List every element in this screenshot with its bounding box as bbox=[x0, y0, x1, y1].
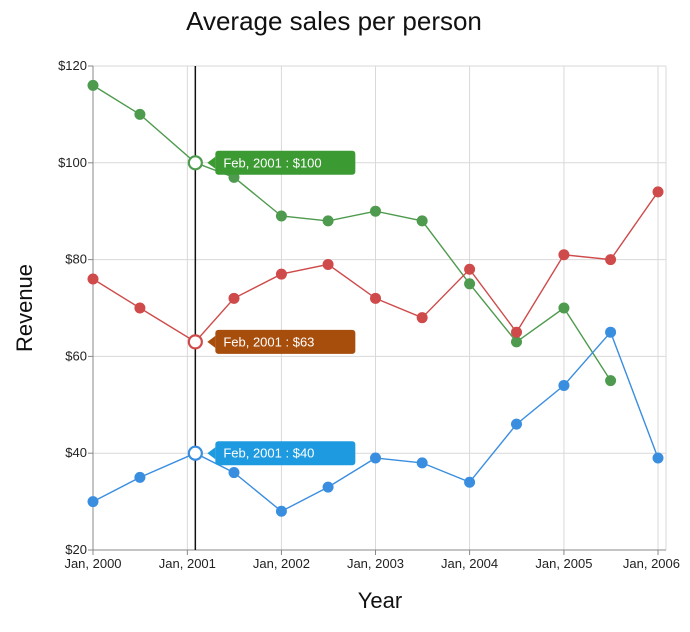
series-3-point[interactable] bbox=[605, 326, 617, 338]
tooltip-label: Feb, 2001 : $100 bbox=[223, 155, 321, 170]
series-2-point[interactable] bbox=[652, 186, 664, 198]
series-3-point[interactable] bbox=[228, 467, 240, 479]
highlight-marker[interactable] bbox=[187, 155, 203, 171]
y-tick-label: $40 bbox=[65, 445, 87, 460]
series-3-point[interactable] bbox=[464, 476, 476, 488]
tooltip-box bbox=[215, 150, 356, 175]
tooltip-box bbox=[215, 329, 356, 354]
series-1-line bbox=[92, 84, 612, 381]
highlight-marker[interactable] bbox=[187, 334, 203, 350]
series-2-point[interactable] bbox=[322, 258, 334, 270]
series-2-point[interactable] bbox=[558, 249, 570, 261]
series-3-point[interactable] bbox=[370, 452, 382, 464]
x-tick-label: Jan, 2004 bbox=[441, 556, 498, 571]
x-tick-label: Jan, 2002 bbox=[253, 556, 310, 571]
highlight-marker[interactable] bbox=[187, 445, 203, 461]
tooltip-pointer bbox=[207, 335, 216, 348]
series-3-point[interactable] bbox=[416, 457, 428, 469]
tooltip-label: Feb, 2001 : $40 bbox=[223, 446, 314, 461]
series-1-point[interactable] bbox=[605, 375, 617, 387]
series-1-point[interactable] bbox=[510, 336, 522, 348]
x-tick-label: Jan, 2006 bbox=[623, 556, 680, 571]
series-2-point[interactable] bbox=[510, 326, 522, 338]
tooltip: Feb, 2001 : $63 bbox=[207, 329, 356, 354]
series-1-point[interactable] bbox=[322, 215, 334, 227]
series-3-point[interactable] bbox=[322, 481, 334, 493]
tooltip: Feb, 2001 : $40 bbox=[207, 441, 356, 466]
series-3-point[interactable] bbox=[275, 505, 287, 517]
series-1-point[interactable] bbox=[416, 215, 428, 227]
series-3-point[interactable] bbox=[510, 418, 522, 430]
grid-layer bbox=[92, 65, 667, 551]
series-2-point[interactable] bbox=[416, 312, 428, 324]
x-tick-label: Jan, 2001 bbox=[159, 556, 216, 571]
tooltip-box bbox=[215, 441, 356, 466]
series-2-point[interactable] bbox=[464, 263, 476, 275]
chart-title: Average sales per person bbox=[186, 6, 482, 36]
series-2-point[interactable] bbox=[605, 254, 617, 266]
series-3-point[interactable] bbox=[558, 379, 570, 391]
series-1-point[interactable] bbox=[370, 205, 382, 217]
y-tick-label: $120 bbox=[58, 58, 87, 73]
x-tick-label: Jan, 2005 bbox=[535, 556, 592, 571]
y-tick-label: $100 bbox=[58, 155, 87, 170]
tooltip-pointer bbox=[207, 156, 216, 169]
tooltip-pointer bbox=[207, 447, 216, 460]
series-3-point[interactable] bbox=[87, 496, 99, 508]
series-1-point[interactable] bbox=[87, 79, 99, 91]
tooltip: Feb, 2001 : $100 bbox=[207, 150, 356, 175]
series-2-point[interactable] bbox=[370, 292, 382, 304]
crosshair-layer: Feb, 2001 : $100 Feb, 2001 : $63 Feb, 2001… bbox=[187, 66, 356, 550]
series-3-point[interactable] bbox=[134, 471, 146, 483]
series-2-point[interactable] bbox=[134, 302, 146, 314]
y-tick-label: $20 bbox=[65, 542, 87, 557]
x-axis-title: Year bbox=[358, 588, 402, 613]
series-1-point[interactable] bbox=[134, 108, 146, 120]
series-1-point[interactable] bbox=[558, 302, 570, 314]
tooltip-label: Feb, 2001 : $63 bbox=[223, 334, 314, 349]
axis-layer: $20 $40 $60 $80 $100 $120 Jan, 2000 Jan, 2001 Ja… bbox=[58, 58, 680, 571]
y-axis-title: Revenue bbox=[12, 264, 37, 352]
series-1-point[interactable] bbox=[464, 278, 476, 290]
series-2-point[interactable] bbox=[228, 292, 240, 304]
y-tick-label: $60 bbox=[65, 348, 87, 363]
series-1-point[interactable] bbox=[275, 210, 287, 222]
series-3-point[interactable] bbox=[652, 452, 664, 464]
x-tick-label: Jan, 2003 bbox=[347, 556, 404, 571]
x-tick-label: Jan, 2000 bbox=[64, 556, 121, 571]
y-tick-label: $80 bbox=[65, 252, 87, 267]
series-2-point[interactable] bbox=[275, 268, 287, 280]
series-2-point[interactable] bbox=[87, 273, 99, 285]
